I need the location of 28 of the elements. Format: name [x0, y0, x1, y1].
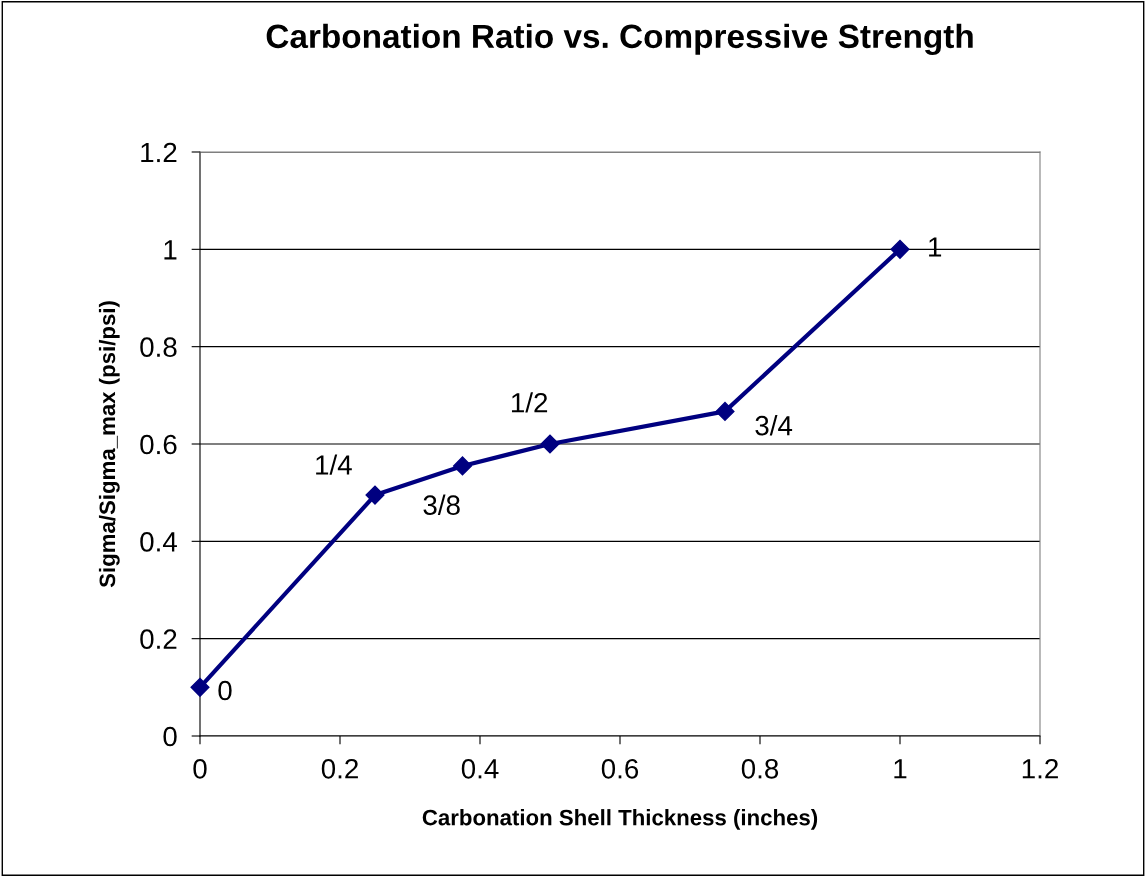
y-tick-label: 0 [163, 726, 177, 747]
x-tick-label: 0.8 [741, 758, 779, 779]
annotation: 1/2 [511, 392, 548, 413]
y-tick-label: 1.2 [141, 142, 177, 163]
point [452, 456, 473, 476]
y-tick-label: 0.6 [140, 434, 177, 455]
point [540, 434, 560, 454]
x-axis-title: Carbonation Shell Thickness (inches) [422, 809, 818, 830]
point [365, 485, 385, 505]
y-tick-label: 0.2 [140, 629, 177, 650]
y-tick-label: 1 [164, 240, 177, 260]
annotation: 3/8 [423, 494, 460, 516]
point [190, 677, 210, 697]
y-axis-title: Sigma/Sigma_max (psi/psi) [98, 301, 120, 588]
y-tick-label: 0.4 [140, 532, 177, 552]
point [890, 239, 910, 259]
annotation: 1/4 [316, 454, 352, 475]
chart-title: Carbonation Ratio vs. Compressive Strength [266, 23, 973, 55]
annotation: 0 [218, 680, 232, 701]
x-tick-label: 0.6 [601, 758, 639, 779]
x-tick-label: 0 [193, 758, 207, 779]
y-tick-label: 0.8 [140, 337, 177, 358]
point [715, 401, 735, 421]
x-tick-label: 1.2 [1022, 758, 1058, 779]
x-tick-label: 1 [894, 759, 907, 779]
annotation: 3/4 [755, 415, 793, 436]
x-tick-label: 0.2 [321, 758, 358, 779]
x-tick-label: 0.4 [461, 758, 499, 779]
